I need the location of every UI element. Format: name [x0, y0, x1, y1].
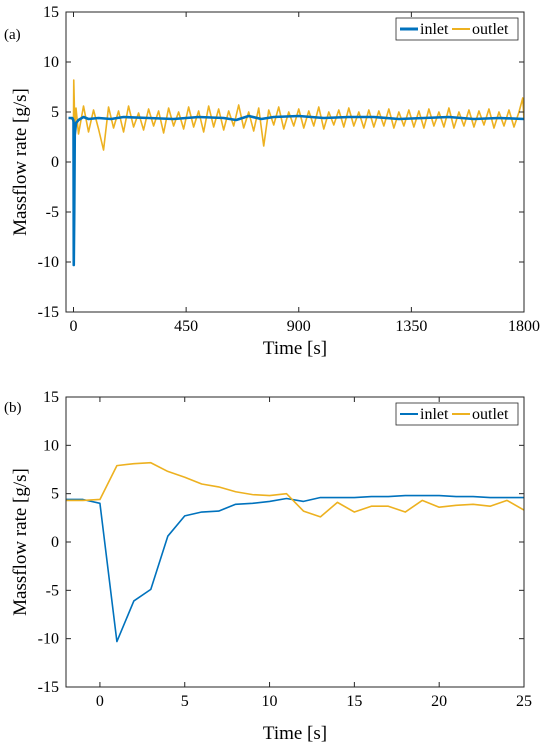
- series-line-outlet: [66, 461, 524, 518]
- x-tick-label: 5: [181, 693, 189, 710]
- legend: inlet outlet: [395, 402, 519, 426]
- y-tick-label: -15: [38, 304, 59, 321]
- series-line-inlet: [66, 494, 524, 643]
- series-line-outlet: [68, 79, 524, 151]
- x-tick-label: 15: [346, 693, 362, 710]
- y-tick-label: 5: [51, 486, 59, 503]
- x-tick-label: 25: [516, 693, 532, 710]
- y-tick-label: -10: [38, 254, 59, 271]
- x-axis-label: Time [s]: [263, 338, 327, 359]
- chart-panel-a: 0 450 900 1350 1800 -15 -10 -5 0 5 10 15 Time [s] Mas…: [4, 4, 540, 359]
- legend-label-outlet: outlet: [472, 406, 509, 423]
- panel-label: (a): [4, 27, 21, 43]
- x-tick-label: 20: [431, 693, 447, 710]
- x-tick-label: 1350: [395, 318, 427, 335]
- x-tick-label: 450: [174, 318, 198, 335]
- chart-panel-b: 0 5 10 15 20 25 -15 -10 -5 0 5 10 15 Time [s] Massflow…: [4, 389, 532, 744]
- x-tick-label: 1800: [508, 318, 540, 335]
- plot-area-frame: [65, 396, 525, 688]
- y-axis-label: Massflow rate [g/s]: [10, 468, 31, 616]
- y-tick-label: 5: [51, 104, 59, 121]
- y-axis-label: Massflow rate [g/s]: [10, 88, 31, 236]
- y-tick-label: 15: [43, 389, 59, 406]
- y-tick-label: 10: [43, 437, 59, 454]
- y-tick-label: -5: [46, 582, 59, 599]
- y-tick-label: -15: [38, 679, 59, 696]
- x-tick-label: 0: [96, 693, 104, 710]
- x-tick-label: 900: [287, 318, 311, 335]
- y-tick-label: -5: [46, 204, 59, 221]
- legend-label-outlet: outlet: [472, 21, 509, 38]
- series-line-inlet: [68, 114, 524, 267]
- x-tick-label: 10: [262, 693, 278, 710]
- legend-label-inlet: inlet: [420, 21, 449, 38]
- x-tick-label: 0: [70, 318, 78, 335]
- plot-area-frame: [65, 11, 525, 313]
- y-tick-label: 0: [51, 154, 59, 171]
- x-axis-label: Time [s]: [263, 723, 327, 744]
- y-tick-label: 10: [43, 54, 59, 71]
- y-tick-label: 15: [43, 4, 59, 21]
- y-tick-label: 0: [51, 534, 59, 551]
- panel-label: (b): [4, 400, 22, 416]
- legend-label-inlet: inlet: [420, 406, 449, 423]
- y-tick-label: -10: [38, 631, 59, 648]
- legend: inlet outlet: [395, 17, 519, 41]
